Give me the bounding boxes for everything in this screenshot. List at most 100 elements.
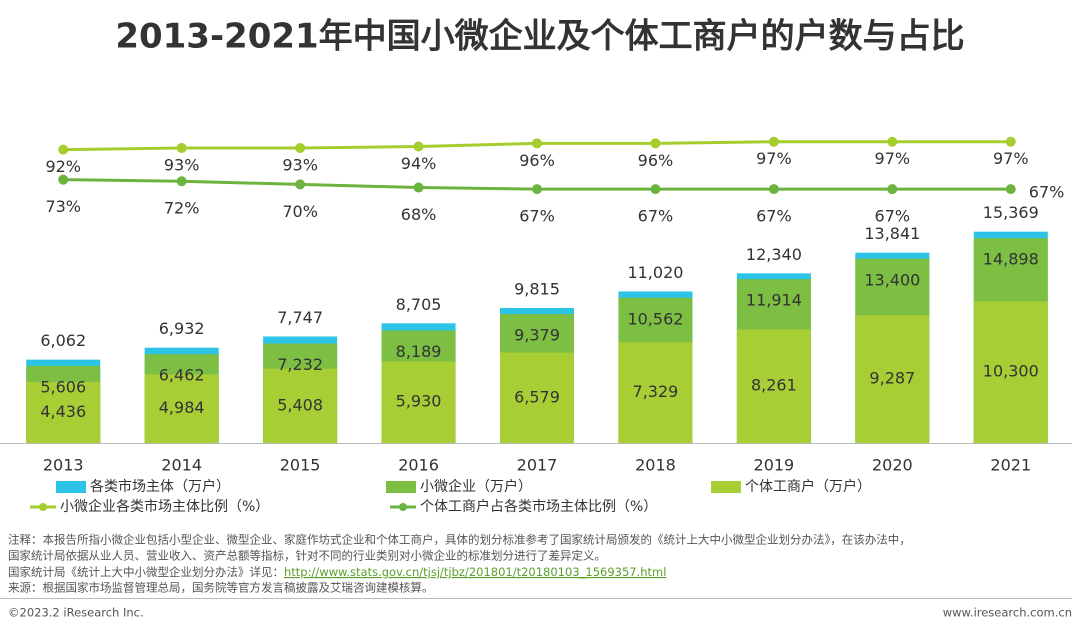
data-label: 67% bbox=[756, 207, 792, 226]
data-label: 6,062 bbox=[40, 331, 86, 350]
point bbox=[413, 182, 424, 193]
data-label: 8,261 bbox=[751, 376, 797, 395]
legend-label: 小微企业（万户） bbox=[420, 478, 532, 495]
data-label: 13,400 bbox=[864, 270, 920, 289]
data-label: 10,562 bbox=[627, 309, 683, 328]
data-label: 9,815 bbox=[514, 280, 560, 299]
bar bbox=[381, 361, 456, 443]
point bbox=[1005, 184, 1016, 195]
data-label: 97% bbox=[993, 149, 1029, 168]
point bbox=[58, 174, 69, 185]
footer-right: www.iresearch.com.cn bbox=[943, 606, 1072, 620]
data-label: 92% bbox=[45, 157, 81, 176]
data-label: 6,932 bbox=[159, 319, 205, 338]
data-label: 67% bbox=[638, 207, 674, 226]
legend-swatch bbox=[386, 481, 416, 493]
point bbox=[768, 184, 779, 195]
x-tick-label: 2016 bbox=[398, 456, 439, 475]
data-label: 8,705 bbox=[396, 295, 442, 314]
point bbox=[532, 138, 542, 149]
data-label: 8,189 bbox=[396, 342, 442, 361]
data-label: 13,841 bbox=[864, 224, 920, 243]
point bbox=[295, 179, 306, 190]
legend-label: 个体工商户占各类市场主体比例（%） bbox=[420, 498, 657, 515]
point bbox=[532, 184, 542, 195]
legend-label: 小微企业各类市场主体比例（%） bbox=[60, 498, 269, 515]
note: 国家统计局《统计上大中小微型企业划分办法》详见：http://www.stats… bbox=[8, 565, 666, 579]
data-label: 6,579 bbox=[514, 387, 560, 406]
data-label: 7,232 bbox=[277, 355, 323, 374]
data-label: 70% bbox=[282, 202, 318, 221]
data-label: 9,287 bbox=[869, 369, 915, 388]
bar bbox=[500, 352, 574, 443]
source: 来源：根据国家市场监督管理总局，国务院等官方发言稿披露及艾瑞咨询建模核算。 bbox=[8, 581, 434, 595]
legend-dot bbox=[399, 503, 407, 511]
legend-dot bbox=[39, 503, 47, 511]
note: 国家统计局依据从业人员、营业收入、资产总额等指标，针对不同的行业类别对小微企业的… bbox=[8, 549, 606, 563]
data-label: 72% bbox=[164, 199, 200, 218]
x-tick-label: 2017 bbox=[517, 456, 558, 475]
data-label: 7,747 bbox=[277, 308, 323, 327]
legend-swatch bbox=[56, 481, 86, 493]
x-tick-label: 2020 bbox=[872, 456, 913, 475]
point bbox=[650, 184, 661, 195]
x-tick-label: 2018 bbox=[635, 456, 676, 475]
data-label: 5,408 bbox=[277, 395, 323, 414]
data-label: 67% bbox=[875, 207, 911, 226]
bar bbox=[263, 368, 338, 443]
legend-label: 各类市场主体（万户） bbox=[90, 478, 230, 495]
link[interactable]: http://www.stats.gov.cn/tjsj/tjbz/201801… bbox=[284, 565, 666, 579]
bar bbox=[973, 301, 1048, 443]
data-label: 11,914 bbox=[746, 291, 802, 310]
data-label: 12,340 bbox=[746, 245, 802, 264]
data-label: 67% bbox=[1029, 183, 1065, 202]
x-tick-label: 2014 bbox=[161, 456, 202, 475]
point bbox=[176, 176, 187, 187]
point bbox=[295, 143, 306, 154]
data-label: 4,436 bbox=[40, 402, 86, 421]
x-tick-label: 2013 bbox=[43, 456, 84, 475]
data-label: 14,898 bbox=[983, 250, 1039, 269]
point bbox=[887, 184, 898, 195]
point bbox=[413, 141, 424, 152]
link-prefix: 国家统计局《统计上大中小微型企业划分办法》详见： bbox=[8, 565, 284, 579]
data-label: 68% bbox=[401, 205, 437, 224]
data-label: 96% bbox=[519, 151, 555, 170]
data-label: 4,984 bbox=[159, 398, 205, 417]
point bbox=[768, 136, 779, 147]
bar bbox=[855, 315, 930, 443]
data-label: 67% bbox=[519, 207, 555, 226]
data-label: 5,606 bbox=[40, 377, 86, 396]
chart-title: 2013-2021年中国小微企业及个体工商户的户数与占比 bbox=[115, 17, 964, 57]
x-tick-label: 2019 bbox=[754, 456, 795, 475]
data-label: 73% bbox=[45, 197, 81, 216]
bar bbox=[618, 342, 693, 443]
data-label: 97% bbox=[756, 149, 792, 168]
data-label: 15,369 bbox=[983, 203, 1039, 222]
data-label: 11,020 bbox=[627, 263, 683, 282]
bar bbox=[26, 382, 101, 443]
data-label: 10,300 bbox=[983, 362, 1039, 381]
x-tick-label: 2021 bbox=[990, 456, 1031, 475]
point bbox=[58, 144, 69, 155]
note: 注释：本报告所指小微企业包括小型企业、微型企业、家庭作坊式企业和个体工商户，具体… bbox=[8, 533, 911, 547]
data-label: 7,329 bbox=[633, 382, 679, 401]
legend-label: 个体工商户（万户） bbox=[745, 478, 871, 495]
point bbox=[887, 136, 898, 147]
data-label: 97% bbox=[875, 149, 911, 168]
footer-left: ©2023.2 iResearch Inc. bbox=[8, 606, 144, 620]
point bbox=[650, 138, 661, 149]
data-label: 9,379 bbox=[514, 326, 560, 345]
data-label: 6,462 bbox=[159, 366, 205, 385]
x-tick-label: 2015 bbox=[280, 456, 321, 475]
bar bbox=[736, 329, 811, 443]
point bbox=[1005, 136, 1016, 147]
legend-swatch bbox=[711, 481, 741, 493]
data-label: 96% bbox=[638, 151, 674, 170]
point bbox=[176, 143, 187, 154]
data-label: 94% bbox=[401, 154, 437, 173]
data-label: 93% bbox=[164, 156, 200, 175]
data-label: 93% bbox=[282, 156, 318, 175]
data-label: 5,930 bbox=[396, 392, 442, 411]
